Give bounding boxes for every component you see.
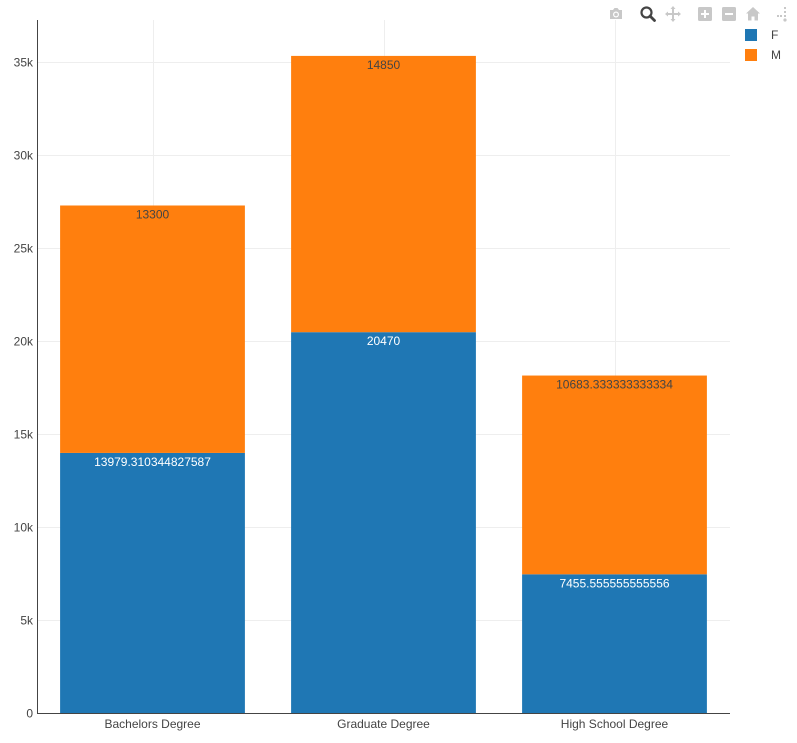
bar-value-label: 7455.555555555556 [559, 576, 669, 590]
bar-f-2[interactable] [522, 574, 707, 713]
zoom-in-icon[interactable] [695, 4, 715, 24]
bar-m-0[interactable] [60, 205, 245, 453]
legend-label-f: F [771, 28, 779, 42]
bar-m-1[interactable] [291, 55, 476, 333]
zoom-icon[interactable] [638, 4, 658, 24]
y-tick-label: 10k [14, 521, 34, 535]
bar-value-label: 13300 [136, 207, 170, 221]
spike-lines-icon[interactable] [774, 4, 794, 24]
camera-icon[interactable] [606, 4, 626, 24]
bar-f-0[interactable] [60, 452, 245, 713]
y-tick-label: 0 [26, 707, 33, 721]
legend-label-m: M [771, 48, 781, 62]
y-tick-label: 15k [14, 428, 34, 442]
bar-m-2[interactable] [522, 375, 707, 575]
y-tick-label: 20k [14, 335, 34, 349]
pan-icon[interactable] [663, 4, 683, 24]
y-tick-label: 35k [14, 56, 34, 70]
home-icon[interactable] [743, 4, 763, 24]
x-tick-label: High School Degree [561, 717, 669, 731]
bar-value-labels: 13979.310344827587 20470 7455.555555555556… [94, 58, 673, 590]
bar-series[interactable] [60, 55, 707, 713]
y-tick-label: 5k [20, 614, 34, 628]
x-tick-label: Graduate Degree [337, 717, 430, 731]
bar-f-1[interactable] [291, 332, 476, 713]
y-tick-label: 30k [14, 149, 34, 163]
x-tick-label: Bachelors Degree [104, 717, 200, 731]
y-tick-label: 25k [14, 242, 34, 256]
bar-value-label: 13979.310344827587 [94, 455, 211, 469]
bar-value-label: 14850 [367, 58, 401, 72]
bar-value-label: 20470 [367, 334, 401, 348]
legend-swatch-f [745, 29, 757, 41]
bar-value-label: 10683.333333333334 [556, 378, 673, 392]
legend-swatch-m [745, 49, 757, 61]
axes: 0 5k 10k 15k 20k 25k 30k 35k Bachelors Degree Gra… [14, 20, 730, 731]
zoom-out-icon[interactable] [719, 4, 739, 24]
